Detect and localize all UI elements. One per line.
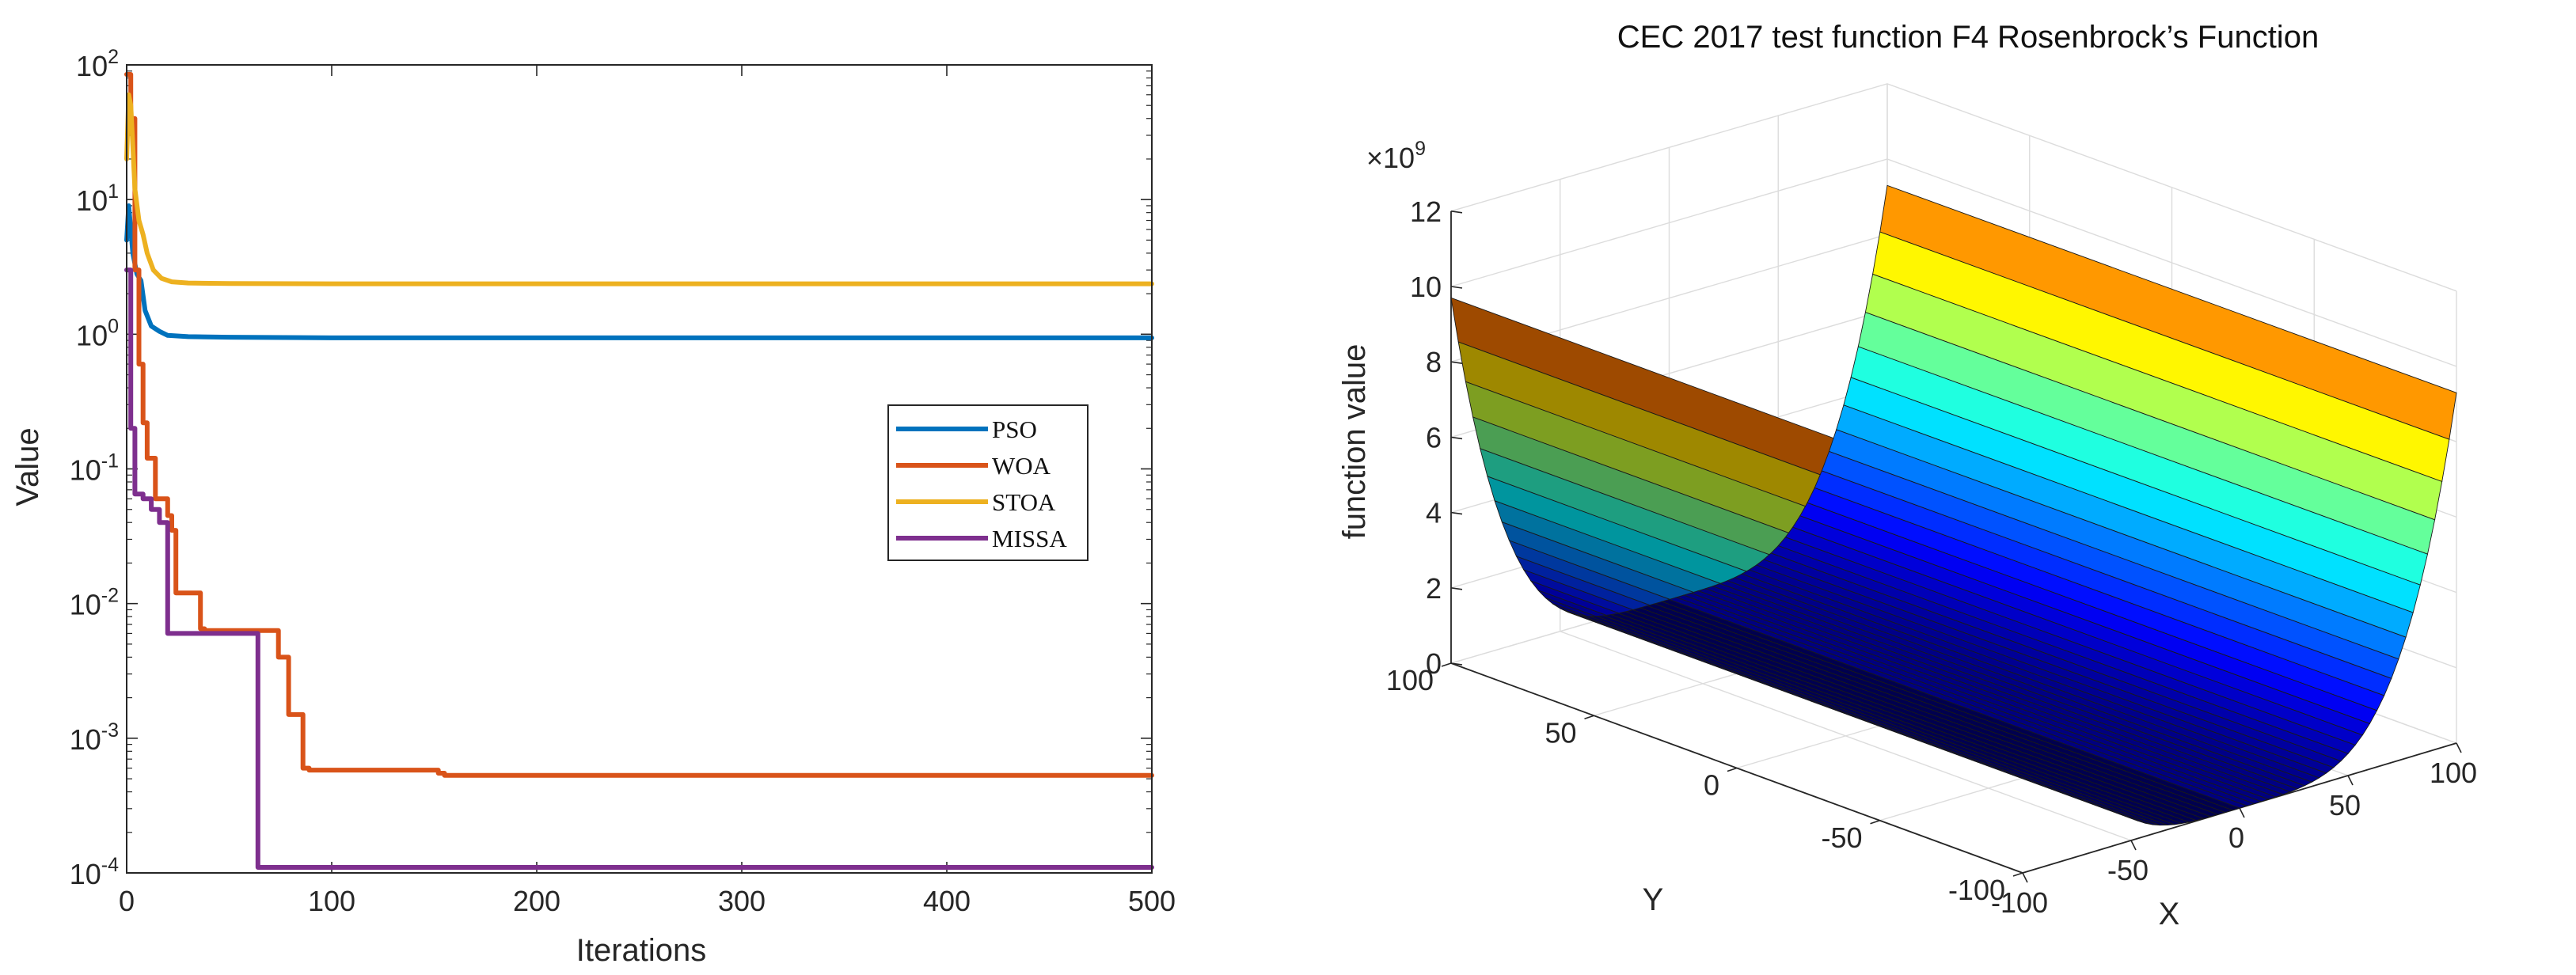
z-multiplier-label: ×109 [1366, 138, 1426, 174]
surface-title: CEC 2017 test function F4 Rosenbrock’s F… [1617, 20, 2319, 55]
x-tick-label: -50 [2107, 854, 2149, 886]
x-tick-label: -100 [1991, 886, 2048, 919]
x-axis-label: Iterations [576, 933, 707, 968]
z-tick-label: 8 [1426, 346, 1442, 378]
legend-label-pso: PSO [992, 415, 1037, 443]
series-line-stoa [124, 92, 1154, 286]
legend-label-stoa: STOA [992, 488, 1056, 516]
y-tick-label: 50 [1544, 716, 1576, 749]
x-tick-label: 300 [718, 885, 766, 917]
y-tick-label: 102 [76, 46, 119, 82]
z-tick-label: 4 [1426, 497, 1442, 529]
x-tick-label: 100 [308, 885, 355, 917]
y-axis-label-3d: Y [1643, 882, 1664, 917]
y-tick [1441, 662, 1452, 667]
z-tick-label: 12 [1410, 195, 1442, 228]
series-line-woa [124, 72, 1154, 778]
y-tick [1727, 767, 1738, 772]
z-axis-label: function value [1337, 344, 1372, 540]
y-axis-label: Value [10, 427, 45, 506]
y-tick [1870, 819, 1880, 825]
x-tick [2347, 775, 2354, 786]
y-tick-label: 0 [1704, 769, 1719, 802]
x-tick-label: 100 [2430, 757, 2477, 789]
z-tick [1450, 436, 1463, 440]
x-tick-label: 200 [513, 885, 560, 917]
y-tick-label: 10-2 [70, 585, 119, 621]
z-multiplier-exponent: 9 [1415, 138, 1426, 160]
z-tick [1450, 511, 1463, 515]
surface-mesh [1450, 184, 2457, 826]
y-tick-label: -50 [1821, 821, 1862, 854]
y-tick-label: 101 [76, 180, 119, 217]
y-tick [1584, 715, 1594, 720]
x-tick-label: 50 [2329, 789, 2361, 821]
x-tick-label: 0 [2228, 821, 2244, 854]
z-tick [1450, 587, 1463, 590]
y-tick-label: -100 [1948, 874, 2005, 906]
y-tick [2012, 872, 2023, 877]
surface-tick-labels: 0 2 4 6 8 10 12 -100 -50 0 50 100 -100 -50 0 50 100 [1386, 195, 2477, 919]
y-tick-label: 100 [76, 315, 119, 351]
z-tick-label: 2 [1426, 572, 1442, 605]
x-tick [2456, 742, 2462, 753]
y-tick-label: 10-4 [70, 854, 119, 890]
x-tick [2130, 840, 2137, 851]
z-tick [1450, 662, 1463, 666]
surface-strip [1589, 616, 2168, 826]
convergence-series [124, 72, 1154, 870]
legend-label-woa: WOA [992, 452, 1051, 480]
legend: PSO WOA STOA MISSA [887, 404, 1089, 561]
x-tick [2239, 807, 2245, 818]
rosenbrock-surface-chart: CEC 2017 test function F4 Rosenbrock’s F… [1337, 20, 2477, 931]
z-tick [1450, 286, 1463, 289]
z-tick-label: 10 [1410, 271, 1442, 303]
convergence-chart: 0 100 200 300 400 500 10-4 10-3 10-2 10-1 100 101 10… [10, 46, 1176, 968]
y-tick-label: 10-1 [70, 450, 119, 487]
z-tick-label: 6 [1426, 421, 1442, 453]
x-tick-label: 0 [119, 885, 135, 917]
plot-frame [126, 64, 1153, 874]
z-tick [1450, 361, 1463, 364]
x-axis-label-3d: X [2159, 897, 2180, 931]
z-tick [1450, 211, 1463, 214]
y-tick-label: 10-3 [70, 719, 119, 756]
series-line-missa [124, 267, 1154, 870]
x-tick-label: 500 [1128, 885, 1176, 917]
legend-label-missa: MISSA [992, 525, 1067, 552]
y-tick-label: 100 [1386, 664, 1434, 696]
z-tick-label: 0 [1426, 647, 1442, 680]
x-tick [2022, 872, 2028, 883]
x-tick-label: 400 [923, 885, 971, 917]
left-tick-labels: 0 100 200 300 400 500 10-4 10-3 10-2 10-1 100 101 10… [70, 46, 1176, 917]
